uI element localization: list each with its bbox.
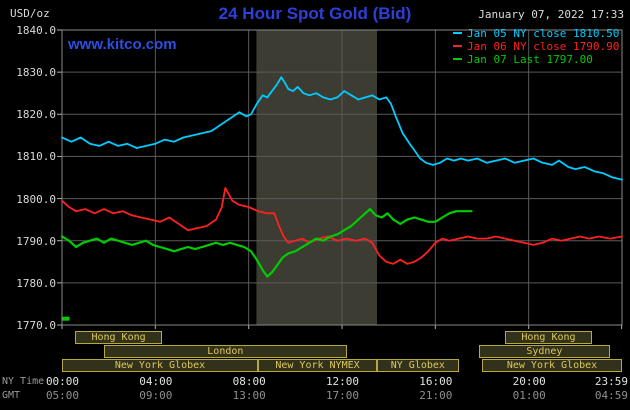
legend-label: Jan 05 NY close 1810.50 [467,27,620,40]
ny-time-axis-label: NY Time [2,376,45,387]
chart-datetime: January 07, 2022 17:33 [478,8,624,21]
y-axis-label: 1780.0 [16,276,56,290]
legend-dash-icon [453,58,462,60]
legend-dash-icon [453,45,462,47]
y-axis-label: 1840.0 [16,24,56,37]
x-axis-label-gmt: 01:00 [512,389,546,402]
legend-item-2: Jan 07 Last 1797.00 [453,53,619,66]
x-axis-label-ny: 08:00 [232,375,266,388]
nymex-session-band [256,30,377,325]
session-box-sydney: Sydney [478,345,611,358]
y-axis-label: 1770.0 [16,319,56,332]
green-tick-marker [62,316,70,321]
session-box-ny-globex: NY Globex [377,359,459,372]
session-box-new-york-globex: New York Globex [62,359,258,372]
x-axis-label-ny: 16:00 [419,375,453,388]
legend: Jan 05 NY close 1810.50 Jan 06 NY close 1… [453,27,619,66]
series-line-jan-05 [61,76,623,181]
session-box-new-york-nymex: New York NYMEX [258,359,377,372]
gmt-axis-label: GMT [2,390,21,401]
series-line-jan-07 [60,208,473,278]
x-axis-label-gmt: 21:00 [419,389,453,402]
x-axis-label-ny: 04:00 [139,375,173,388]
legend-label: Jan 06 NY close 1790.90 [467,40,620,53]
plot-border [61,29,623,326]
x-axis-label-ny: 23:59 [594,375,628,388]
x-axis-label-ny: 20:00 [512,375,546,388]
legend-item-0: Jan 05 NY close 1810.50 [453,27,619,40]
session-box-new-york-globex: New York Globex [482,359,622,372]
session-box-london: London [104,345,347,358]
x-axis-label-ny: 00:00 [45,375,80,388]
legend-dash-icon [453,32,462,34]
y-axis-label: 1830.0 [16,66,56,80]
legend-label: Jan 07 Last 1797.00 [467,53,593,66]
price-unit-label: USD/oz [10,7,50,20]
chart-title: 24 Hour Spot Gold (Bid) [218,4,412,23]
y-axis-label: 1820.0 [16,108,56,122]
series-line-jan-06 [61,187,623,265]
y-axis-label: 1810.0 [16,150,56,164]
x-axis-label-gmt: 05:00 [45,389,80,402]
x-axis-label-ny: 12:00 [325,375,360,388]
kitco-watermark-link[interactable]: www.kitco.com [68,36,177,53]
x-axis-label-gmt: 17:00 [325,389,360,402]
legend-item-1: Jan 06 NY close 1790.90 [453,40,619,53]
x-axis-label-gmt: 04:59 [594,389,628,402]
session-box-hong-kong: Hong Kong [74,331,163,344]
session-box-hong-kong: Hong Kong [505,331,592,344]
y-axis-label: 1800.0 [16,192,56,206]
x-axis-label-gmt: 13:00 [232,389,266,402]
x-axis-label-gmt: 09:00 [139,389,173,402]
y-axis-label: 1790.0 [16,234,56,248]
